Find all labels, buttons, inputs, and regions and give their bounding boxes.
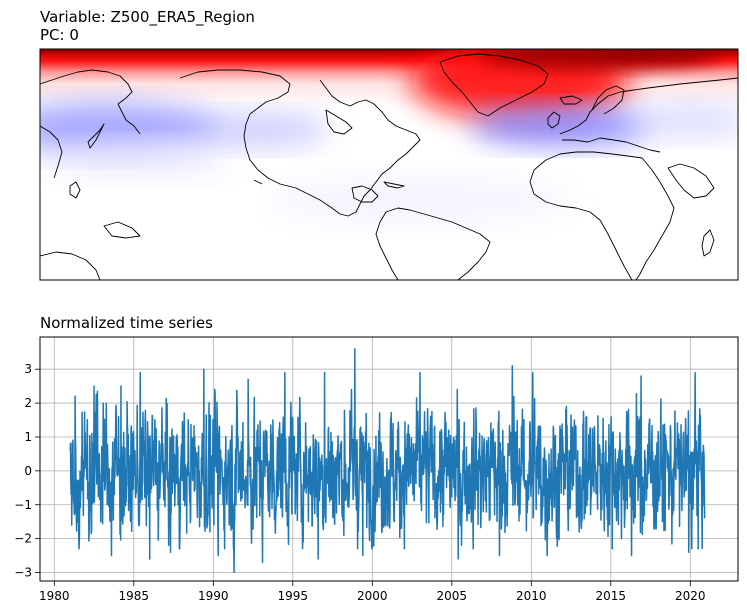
coastline-gulf-of-mexico [351,185,379,203]
ticks: 1980 1985 1990 1995 2000 2005 2010 2015 2020 −3 −2… [14,362,705,603]
x-tick-label: 1995 [278,589,309,603]
y-tick-label: −2 [14,532,32,546]
coastline-south-america-west [375,211,399,280]
x-tick-label: 2005 [437,589,468,603]
map-pc-title: PC: 0 [40,26,79,44]
coastline-hawaii [253,179,263,185]
x-tick-label: 2000 [357,589,388,603]
coastline-new-guinea [103,221,141,239]
coastline-british-isles [547,111,561,129]
coastline-arabia [667,163,715,199]
coastline-greenland [439,53,549,117]
coastline-west-africa [529,169,633,280]
coastline-kamchatka [117,103,141,135]
coastline-africa [533,151,675,280]
map-frame [39,48,739,281]
arctic-core-high [480,49,720,69]
coastline-south-america [385,207,491,280]
coastline-alaska [179,69,291,115]
coastline-europe [559,77,738,135]
map-variable-title: Variable: Z500_ERA5_Region [40,8,255,26]
coastline-madagascar [701,229,715,257]
series-line [69,348,706,574]
x-tick-label: 1980 [39,589,70,603]
coastline-east-asia [40,125,63,179]
north-atlantic-low-anomaly [470,106,650,146]
tropical-weak-anomaly [270,175,570,225]
eof-map [39,48,739,281]
time-series-chart: 1980 1985 1990 1995 2000 2005 2010 2015 2020 −3 −2… [14,336,739,603]
x-tick-label: 1990 [198,589,229,603]
coastline-japan [87,123,105,149]
coastlines [40,53,738,280]
coastline-scandinavia [591,85,625,115]
series-layer [69,348,706,574]
coastline-cuba [383,181,405,189]
x-tick-label: 1985 [119,589,150,603]
y-tick-label: −1 [14,498,32,512]
x-tick-label: 2020 [675,589,706,603]
eurasia-weak-anomaly [630,102,738,138]
coastline-hudson-bay [325,109,353,135]
subtropical-weak-anomaly [50,142,230,178]
y-tick-label: −3 [14,566,32,580]
coastline-mediterranean [562,137,661,153]
x-tick-label: 2010 [516,589,547,603]
coastline-philippines [69,181,81,199]
y-tick-label: 0 [24,464,32,478]
east-pacific-low-anomaly [190,112,330,148]
y-tick-label: 3 [24,362,32,376]
coastline-north-america [243,79,421,217]
y-tick-label: 1 [24,430,32,444]
chart-title: Normalized time series [40,314,213,332]
x-tick-label: 2015 [596,589,627,603]
y-tick-label: 2 [24,396,32,410]
coastline-iceland [559,95,583,105]
plot-frame [39,336,739,582]
north-pacific-low-anomaly [40,102,220,154]
coastline-siberia [40,69,133,105]
coastline-australia [40,251,101,280]
